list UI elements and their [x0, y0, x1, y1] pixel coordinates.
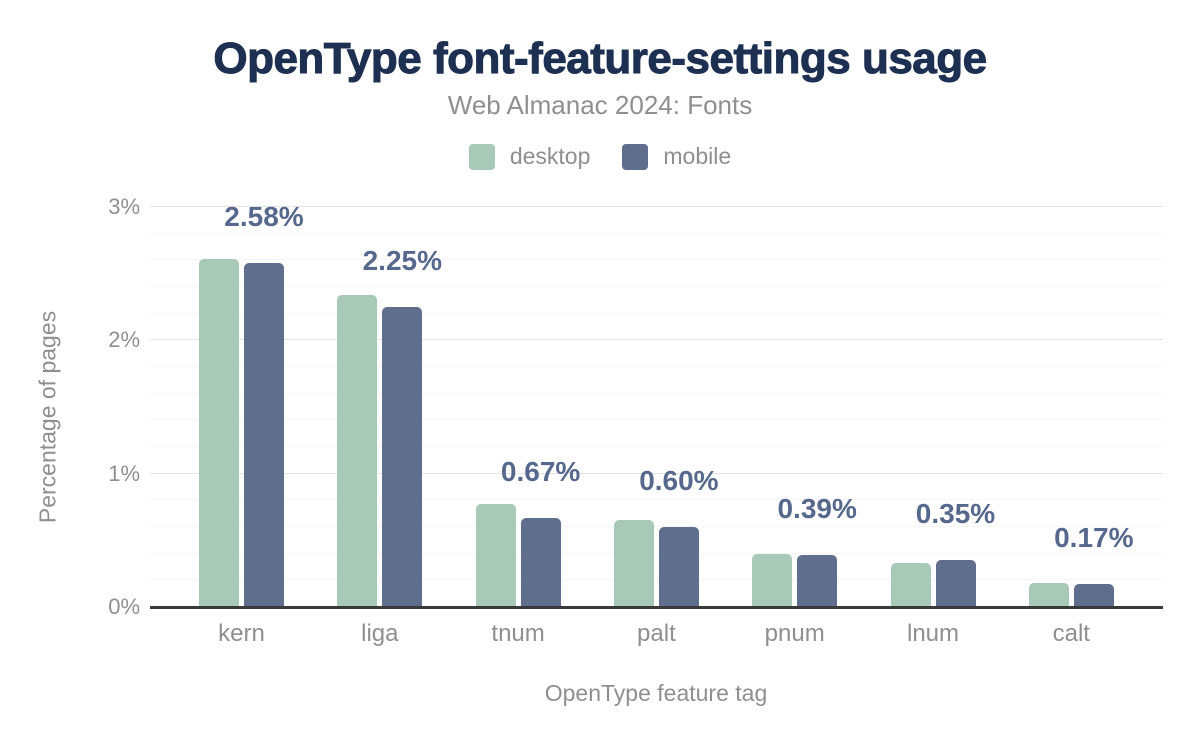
bar-desktop-palt	[613, 520, 654, 607]
gridline-major	[150, 472, 1163, 474]
legend: desktop mobile	[0, 143, 1200, 170]
bar-value-label-kern: 2.58%	[224, 201, 304, 232]
x-tick-label-calt: calt	[1052, 620, 1090, 647]
gridline-minor	[150, 312, 1163, 314]
bar-desktop-calt	[1028, 583, 1069, 607]
x-axis-line	[150, 606, 1163, 609]
y-tick-label-2%: 2%	[108, 327, 140, 353]
bar-mobile-palt	[658, 527, 699, 607]
bar-mobile-liga	[382, 307, 423, 607]
desktop-swatch-icon	[468, 143, 495, 170]
bar-desktop-lnum	[890, 563, 931, 607]
legend-label-desktop: desktop	[509, 143, 591, 169]
gridline-minor	[150, 392, 1163, 394]
gridline-minor	[150, 499, 1163, 501]
x-tick-label-pnum: pnum	[764, 620, 825, 647]
gridline-minor	[150, 286, 1163, 287]
bar-desktop-pnum	[752, 553, 793, 607]
gridline-minor	[150, 366, 1163, 367]
gridline-minor	[150, 526, 1163, 527]
x-tick-label-lnum: lnum	[906, 620, 960, 647]
bar-desktop-kern	[199, 259, 239, 607]
gridline-minor	[150, 446, 1163, 447]
gridline-minor	[150, 232, 1163, 234]
mobile-swatch-icon	[622, 143, 649, 170]
legend-label-mobile: mobile	[663, 143, 732, 169]
gridline-major	[150, 339, 1163, 341]
gridline-major	[150, 206, 1163, 207]
x-tick-label-tnum: tnum	[491, 620, 545, 647]
legend-item-desktop: desktop	[468, 143, 591, 170]
gridline-minor	[150, 579, 1163, 581]
bar-value-label-pnum: 0.39%	[777, 493, 857, 524]
gridline-minor	[150, 552, 1163, 554]
bar-desktop-liga	[337, 295, 378, 607]
gridline-minor	[150, 419, 1163, 421]
bar-mobile-kern	[244, 263, 284, 607]
bar-mobile-calt	[1073, 584, 1114, 607]
y-tick-label-0%: 0%	[108, 594, 140, 619]
bar-mobile-tnum	[520, 517, 561, 607]
bar-value-label-palt: 0.60%	[639, 465, 719, 496]
plot-area: 2.58% kern 2.25% liga 0.67% tnum 0.60% palt 0.39…	[150, 203, 1163, 647]
x-axis-title: OpenType feature tag	[544, 680, 768, 706]
gridline-minor	[150, 259, 1163, 261]
y-tick-label-3%: 3%	[108, 194, 140, 219]
x-tick-label-kern: kern	[218, 620, 265, 647]
bar-value-label-lnum: 0.35%	[915, 498, 996, 530]
legend-item-mobile: mobile	[622, 143, 731, 170]
bar-value-label-tnum: 0.67%	[500, 455, 581, 487]
x-tick-label-palt: palt	[637, 620, 676, 647]
bar-value-label-liga: 2.25%	[362, 245, 442, 276]
x-tick-label-liga: liga	[361, 620, 399, 647]
chart-title: OpenType font-feature-settings usage	[213, 34, 988, 84]
bar-mobile-lnum	[935, 560, 976, 607]
y-tick-label-1%: 1%	[108, 460, 140, 486]
bar-value-label-calt: 0.17%	[1054, 522, 1134, 554]
chart-subtitle: Web Almanac 2024: Fonts	[447, 90, 753, 120]
bar-desktop-tnum	[475, 504, 516, 607]
bar-mobile-pnum	[797, 555, 838, 607]
